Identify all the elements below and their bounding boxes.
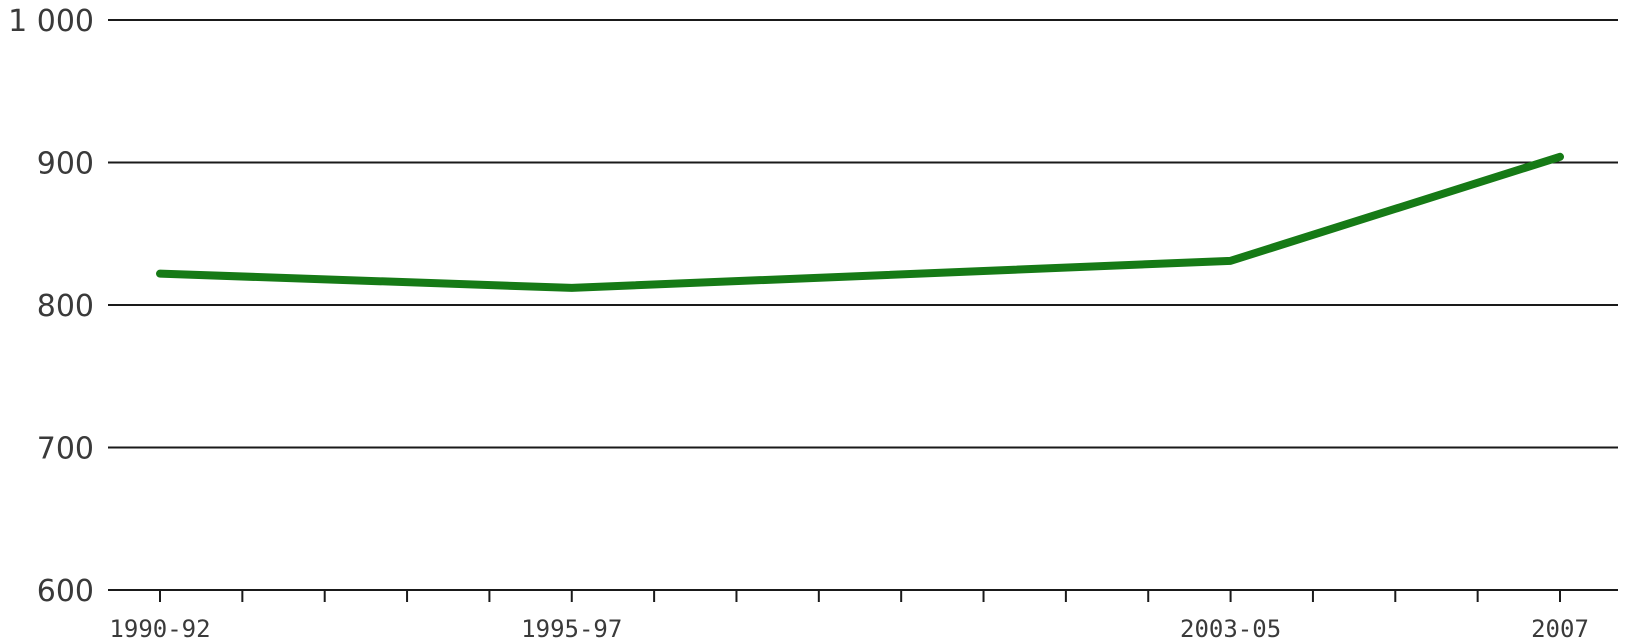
x-axis-labels: 1990-92 1995-97 2003-05 2007 (109, 615, 1588, 640)
y-tick-label-600: 600 (37, 574, 94, 609)
data-point-3 (1557, 153, 1563, 160)
y-tick-label-700: 700 (37, 432, 94, 467)
x-tick-label-2: 2003-05 (1180, 615, 1281, 640)
data-point-2 (1227, 257, 1234, 264)
x-tick-label-3: 2007 (1531, 615, 1589, 640)
series-line-0 (156, 152, 1564, 292)
x-tick-label-0: 1990-92 (109, 615, 210, 640)
gridlines (108, 19, 1618, 591)
y-tick-label-900: 900 (37, 147, 94, 182)
data-point-0 (157, 270, 163, 277)
y-tick-label-1000: 1 000 (8, 4, 94, 39)
x-tick-label-1: 1995-97 (521, 615, 622, 640)
y-tick-label-800: 800 (37, 289, 94, 324)
y-axis-labels: 600 700 800 900 1 000 (8, 4, 94, 609)
series-layer (156, 152, 1564, 292)
x-axis-ticks (159, 590, 1561, 602)
data-point-1 (568, 284, 575, 291)
